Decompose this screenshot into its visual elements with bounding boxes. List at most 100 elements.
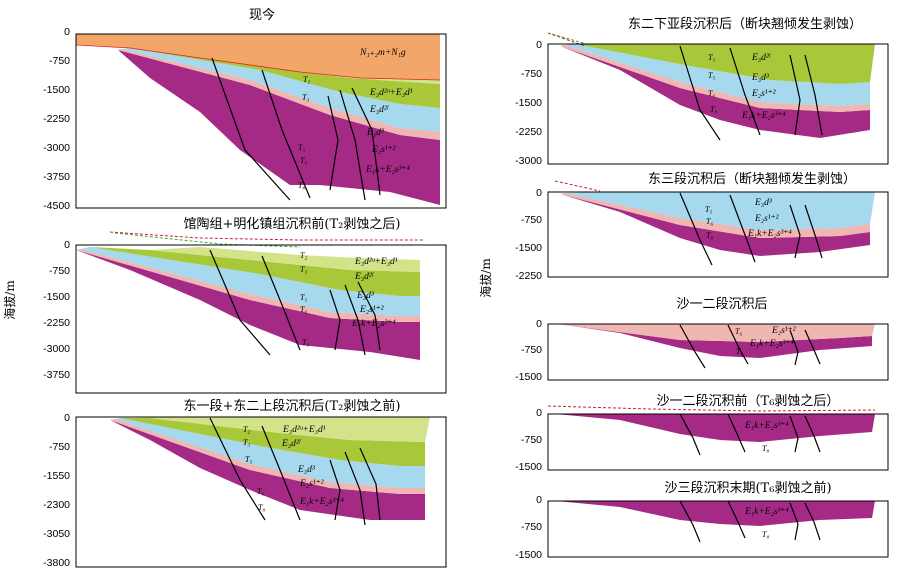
layer-ed-lower: [120, 418, 425, 466]
label: E₃d²ˡ: [369, 105, 389, 115]
tick-label: -1500: [515, 461, 542, 473]
panel-before-es12: 沙一二段沉积前（T₆剥蚀之后） 0 -750 -1500 E₁k+E₂s³⁺⁴ …: [515, 393, 889, 473]
labels-p7: E₁k+E₂s³⁺⁴ T₈: [744, 421, 789, 453]
tick-label: 0: [536, 39, 542, 51]
panel-end-es3: 沙三段沉积末期(T₆剥蚀之前) 0 -750 -1500 E₁k+E₂s³⁺⁴ …: [515, 480, 889, 561]
layer-es34: [560, 46, 870, 138]
tick-label: -2250: [43, 317, 70, 329]
faults-p4: [679, 45, 823, 141]
frame-p1: [75, 33, 447, 209]
tick-label: 0: [64, 412, 70, 424]
panel-after-ed1-ed2u: 东一段+东二上段沉积后(T₂剥蚀之前) 0 -750 -1550 -2300 -…: [43, 398, 447, 569]
eroded-outline: [554, 180, 601, 192]
label: T₆: [300, 305, 307, 314]
panel-title: 现今: [249, 7, 275, 23]
eroded-outline: [547, 405, 876, 412]
tick-label: -1500: [43, 291, 70, 303]
tick-label: -2300: [43, 499, 70, 511]
label: E₂s¹⁺²: [299, 479, 324, 489]
tick-label: -1500: [515, 549, 542, 561]
ticks-p6: 0 -750 -1500: [515, 318, 542, 383]
tick-label: -1550: [43, 470, 70, 482]
y-axis-label-left: 海拔/m: [2, 280, 17, 320]
tick-label: -750: [49, 265, 70, 277]
layer-es12: [560, 193, 870, 238]
ticks-p2: 0 -750 -1500 -2250 -3000 -3750: [43, 239, 70, 381]
label: T₅: [300, 293, 307, 302]
tick-label: -1500: [515, 242, 542, 254]
tick-label: -750: [521, 344, 542, 356]
label: E₁k+E₂s³⁺⁴: [747, 229, 792, 239]
label: T₃: [708, 53, 715, 62]
label: E₃d²ᵘ+E₃d¹: [282, 425, 326, 435]
frame-p6: [547, 323, 889, 381]
label: E₁k+E₂s³⁺⁴: [365, 165, 410, 175]
ticks-p5: 0 -750 -1500 -2250: [515, 187, 542, 282]
layer-es12: [558, 324, 875, 342]
label: T₆: [735, 327, 742, 336]
tick-label: -750: [521, 214, 542, 226]
panel-title: 东三段沉积后（断块翘倾发生剥蚀）: [648, 171, 856, 187]
label: T₈: [736, 347, 743, 356]
panel-after-ed3: 东三段沉积后（断块翘倾发生剥蚀） 0 -750 -1500 -2250 E₃d³…: [515, 171, 889, 282]
label: T₈: [706, 231, 713, 240]
label: T₆: [708, 89, 715, 98]
tick-label: -750: [521, 68, 542, 80]
faults-p7: [679, 413, 821, 456]
layer-ed-upper: [150, 50, 440, 84]
label: T₆: [257, 487, 264, 496]
layer-ed3: [122, 48, 440, 132]
frame-p3: [75, 416, 447, 568]
layer-ed-lower: [575, 44, 875, 84]
layer-es34: [556, 414, 875, 442]
tick-label: 0: [536, 187, 542, 199]
labels-p4: E₃d²ˡ T₃ E₃d³ T₅ E₂s¹⁺² T₆ E₁k+E₂s³⁺⁴ T₈: [708, 53, 786, 121]
label: T₂: [300, 251, 307, 260]
label: E₁k+E₂s³⁺⁴: [351, 319, 396, 329]
tick-label: -750: [521, 434, 542, 446]
label: N₁₊₂m+N₁g: [359, 48, 406, 58]
label: E₂s¹⁺²: [771, 326, 796, 336]
layer-ed-upper: [112, 417, 430, 442]
faults-p2: [209, 249, 381, 356]
label: T₈: [298, 181, 305, 190]
faults-p3: [209, 417, 381, 526]
y-axis-label-right: 海拔/m: [478, 258, 493, 298]
ticks-p8: 0 -750 -1500: [515, 494, 542, 561]
tick-label: -750: [49, 441, 70, 453]
layer-ed-lower: [90, 247, 420, 296]
labels-p8: E₁k+E₂s³⁺⁴ T₈: [744, 507, 789, 539]
tick-label: -2250: [515, 270, 542, 282]
ticks-p7: 0 -750 -1500: [515, 407, 542, 473]
tick-label: 0: [64, 26, 70, 38]
layer-neogene: [76, 34, 440, 80]
label: T₂: [303, 75, 310, 84]
label: T₈: [302, 338, 309, 347]
label: E₁k+E₂s³⁺⁴: [749, 339, 794, 349]
eroded-outline-2: [551, 33, 591, 46]
label: T₅: [298, 143, 305, 152]
tick-label: -1500: [515, 97, 542, 109]
label: E₃d²ᵘ+E₃d¹: [354, 257, 398, 267]
label: E₃d²ˡ: [354, 272, 374, 282]
layer-es12: [118, 49, 440, 140]
label: E₁k+E₂s³⁺⁴: [741, 111, 786, 121]
layer-ed3: [565, 192, 875, 230]
panel-title: 沙三段沉积末期(T₆剥蚀之前): [664, 480, 831, 496]
ticks-p1: 0 -750 -1500 -2250 -3000 -3750 -4500: [43, 26, 70, 212]
layer-es34: [560, 194, 870, 256]
tick-label: 0: [536, 494, 542, 506]
frame-p8: [547, 500, 889, 558]
eroded-outline: [109, 231, 425, 241]
ticks-p3: 0 -750 -1550 -2300 -3050 -3800: [43, 412, 70, 569]
labels-p3: T₂ E₃d²ᵘ+E₃d¹ T₃ E₃d²ˡ E₃d³ T₅ E₂s¹⁺² T₆…: [243, 425, 344, 512]
label: E₃d³: [751, 73, 769, 83]
tick-label: 0: [536, 407, 542, 419]
faults-p8: [679, 500, 821, 543]
frame-p7: [547, 413, 889, 471]
label: T₆: [706, 217, 713, 226]
tick-label: -3750: [43, 369, 70, 381]
tick-label: -2250: [43, 113, 70, 125]
faults-p6: [679, 324, 821, 369]
tick-label: -3000: [43, 142, 70, 154]
